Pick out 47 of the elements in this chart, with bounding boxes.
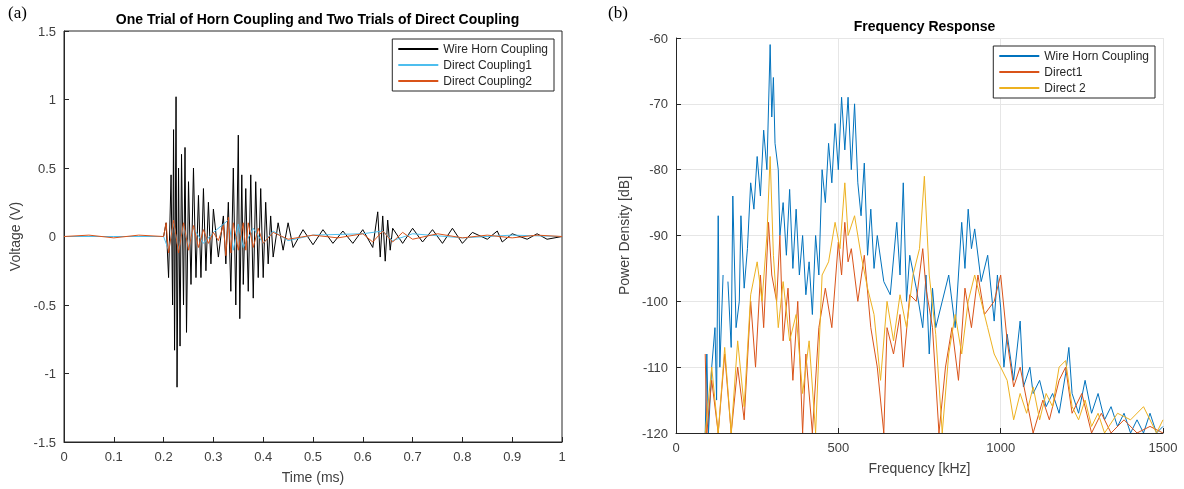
text: (a) <box>8 3 27 22</box>
x-tick-label: 0 <box>672 440 680 455</box>
y-tick-label: 0.5 <box>37 160 56 176</box>
legend-label: Direct Coupling1 <box>443 58 533 72</box>
y-tick-label: -60 <box>649 30 668 46</box>
x-tick-label: 0 <box>60 449 68 464</box>
x-tick-label: 0.2 <box>154 449 173 464</box>
y-tick-label: 0 <box>48 229 56 244</box>
x-tick-label: 1500 <box>1148 440 1178 455</box>
x-tick-label: 1000 <box>986 440 1016 455</box>
x-tick-label: 0.9 <box>503 449 522 464</box>
x-tick-label: 0.3 <box>204 449 223 464</box>
line-series <box>704 221 1164 434</box>
legend-label: Wire Horn Coupling <box>1044 49 1150 63</box>
line-series <box>163 96 563 388</box>
y-tick-label: -80 <box>649 162 668 178</box>
y-axis-title: Power Density [dB] <box>616 175 633 296</box>
y-tick-label: 1.5 <box>37 23 56 39</box>
y-tick-label: -100 <box>641 293 668 309</box>
line-series <box>63 216 563 257</box>
legend-label: Direct Coupling2 <box>443 74 533 88</box>
x-tick-label: 500 <box>827 440 850 455</box>
x-tick-label: 0.7 <box>403 449 422 464</box>
x-tick-label: 0.5 <box>303 449 323 464</box>
y-tick-label: -120 <box>641 425 668 441</box>
x-tick-label: 0.6 <box>353 449 372 464</box>
x-tick-label: 0.1 <box>104 449 123 464</box>
chart-title: Frequency Response <box>853 18 996 34</box>
x-tick-label: 0.4 <box>254 449 273 464</box>
y-axis-title: Voltage (V) <box>7 201 23 272</box>
y-tick-label: -1.5 <box>33 434 56 450</box>
y-tick-label: -0.5 <box>33 297 56 313</box>
legend-label: Direct 2 <box>1044 81 1086 95</box>
y-tick-label: -1 <box>44 366 56 381</box>
legend-label: Direct1 <box>1044 65 1083 79</box>
line-series <box>704 156 1164 434</box>
chart-title: One Trial of Horn Coupling and Two Trials of Direct Coupling <box>115 11 520 27</box>
y-tick-label: 1 <box>48 92 56 107</box>
x-tick-label: 0.8 <box>453 449 472 464</box>
y-tick-label: -70 <box>649 96 668 112</box>
y-tick-label: -90 <box>649 228 668 243</box>
x-axis-title: Frequency [kHz] <box>868 460 971 476</box>
text: (b) <box>608 3 628 22</box>
y-tick-label: -110 <box>642 359 668 375</box>
x-axis-title: Time (ms) <box>281 469 345 485</box>
legend-label: Wire Horn Coupling <box>443 42 549 56</box>
x-tick-label: 1 <box>558 449 566 464</box>
